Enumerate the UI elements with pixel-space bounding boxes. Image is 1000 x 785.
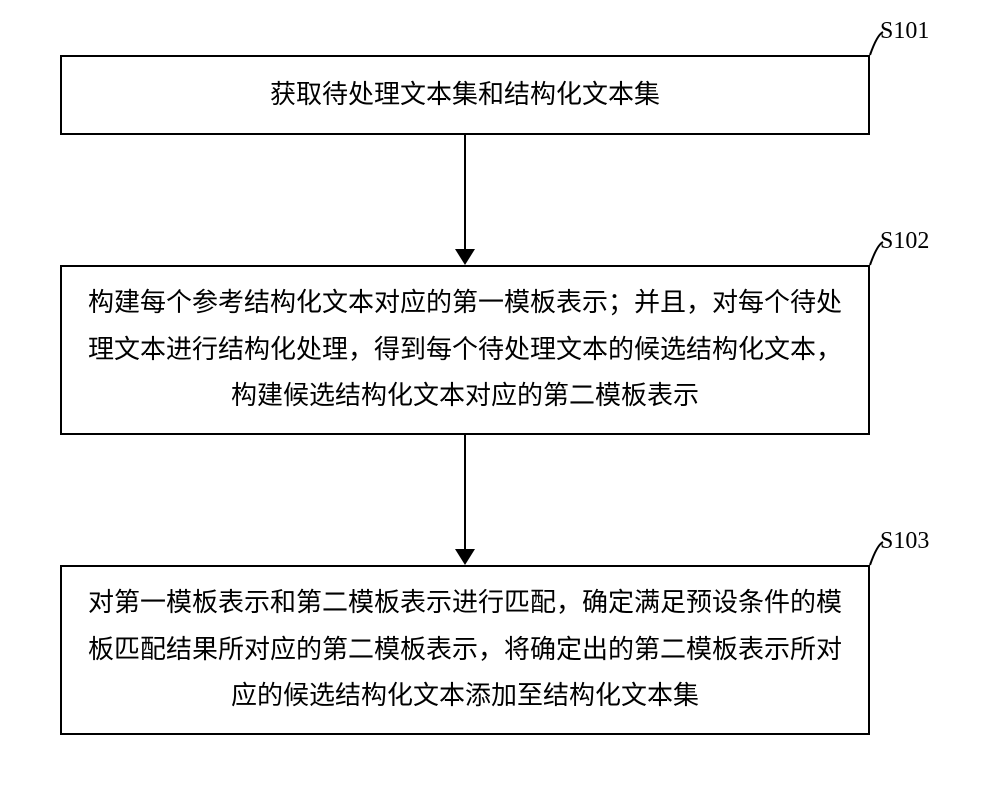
arrow-2-stem <box>464 435 466 549</box>
step-text-s102: 构建每个参考结构化文本对应的第一模板表示；并且，对每个待处理文本进行结构化处理，… <box>82 280 848 420</box>
step-text-s101: 获取待处理文本集和结构化文本集 <box>270 72 660 119</box>
flowchart-container: 获取待处理文本集和结构化文本集 S101 构建每个参考结构化文本对应的第一模板表… <box>0 0 1000 785</box>
arrow-2-head <box>455 549 475 565</box>
step-box-s101: 获取待处理文本集和结构化文本集 <box>60 55 870 135</box>
step-label-s102: S102 <box>880 228 929 255</box>
step-box-s102: 构建每个参考结构化文本对应的第一模板表示；并且，对每个待处理文本进行结构化处理，… <box>60 265 870 435</box>
step-text-s103: 对第一模板表示和第二模板表示进行匹配，确定满足预设条件的模板匹配结果所对应的第二… <box>82 580 848 720</box>
step-box-s103: 对第一模板表示和第二模板表示进行匹配，确定满足预设条件的模板匹配结果所对应的第二… <box>60 565 870 735</box>
step-label-s101: S101 <box>880 18 929 45</box>
arrow-1-stem <box>464 135 466 249</box>
arrow-1-head <box>455 249 475 265</box>
step-label-s103: S103 <box>880 528 929 555</box>
